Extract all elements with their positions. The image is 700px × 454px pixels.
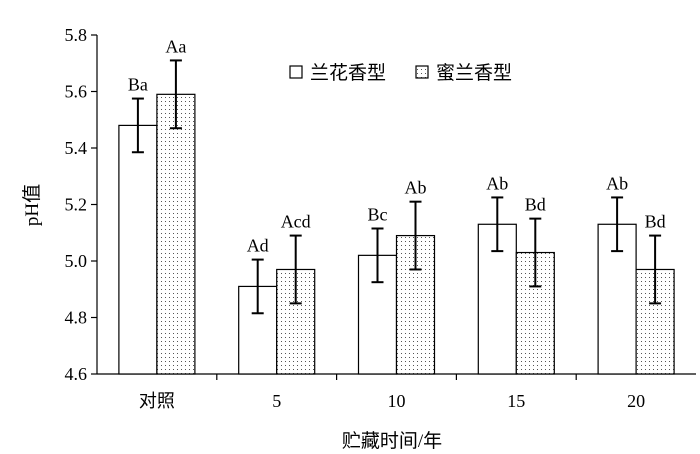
- x-tick-label: 20: [627, 391, 645, 411]
- axes-layer: 4.6 4.8 5.0 5.2 5.4 5.6 5.8 对照 5 10 15 20: [65, 25, 696, 411]
- significance-label: Ab: [405, 178, 427, 198]
- x-tick-label: 5: [272, 391, 281, 411]
- legend-swatch-plain: [289, 65, 303, 79]
- y-tick-label: 5.4: [65, 138, 88, 158]
- x-tick-label: 10: [388, 391, 406, 411]
- x-axis-title: 贮藏时间/年: [342, 430, 442, 452]
- legend-label-plain: 兰花香型: [310, 62, 386, 84]
- y-tick-label: 5.2: [65, 195, 88, 215]
- bar: [156, 93, 196, 375]
- significance-label: Ab: [606, 173, 628, 193]
- bars-layer: [118, 59, 675, 375]
- bar: [118, 124, 158, 375]
- legend-swatch-dotted: [415, 65, 429, 79]
- y-tick-label: 4.8: [65, 308, 88, 328]
- y-tick-label: 5.8: [65, 25, 88, 45]
- significance-label: Bd: [645, 212, 666, 232]
- labels-layer: Ba Ad Bc Ab Ab Aa Acd Ab Bd Bd: [128, 36, 666, 255]
- y-axis-title: pH值: [21, 184, 43, 226]
- significance-label: Bd: [525, 195, 546, 215]
- significance-label: Ba: [128, 75, 148, 95]
- y-tick-label: 5.0: [65, 251, 88, 271]
- significance-label: Bc: [368, 205, 388, 225]
- x-tick-label: 15: [507, 391, 525, 411]
- legend: 兰花香型 蜜兰香型: [289, 62, 512, 84]
- significance-label: Acd: [281, 212, 311, 232]
- significance-label: Ad: [247, 236, 269, 256]
- legend-label-dotted: 蜜兰香型: [436, 62, 512, 84]
- x-tick-label: 对照: [139, 391, 175, 411]
- significance-label: Aa: [165, 36, 186, 56]
- bar: [238, 285, 278, 375]
- y-tick-label: 4.6: [65, 364, 88, 384]
- y-tick-label: 5.6: [65, 82, 88, 102]
- significance-label: Ab: [486, 173, 508, 193]
